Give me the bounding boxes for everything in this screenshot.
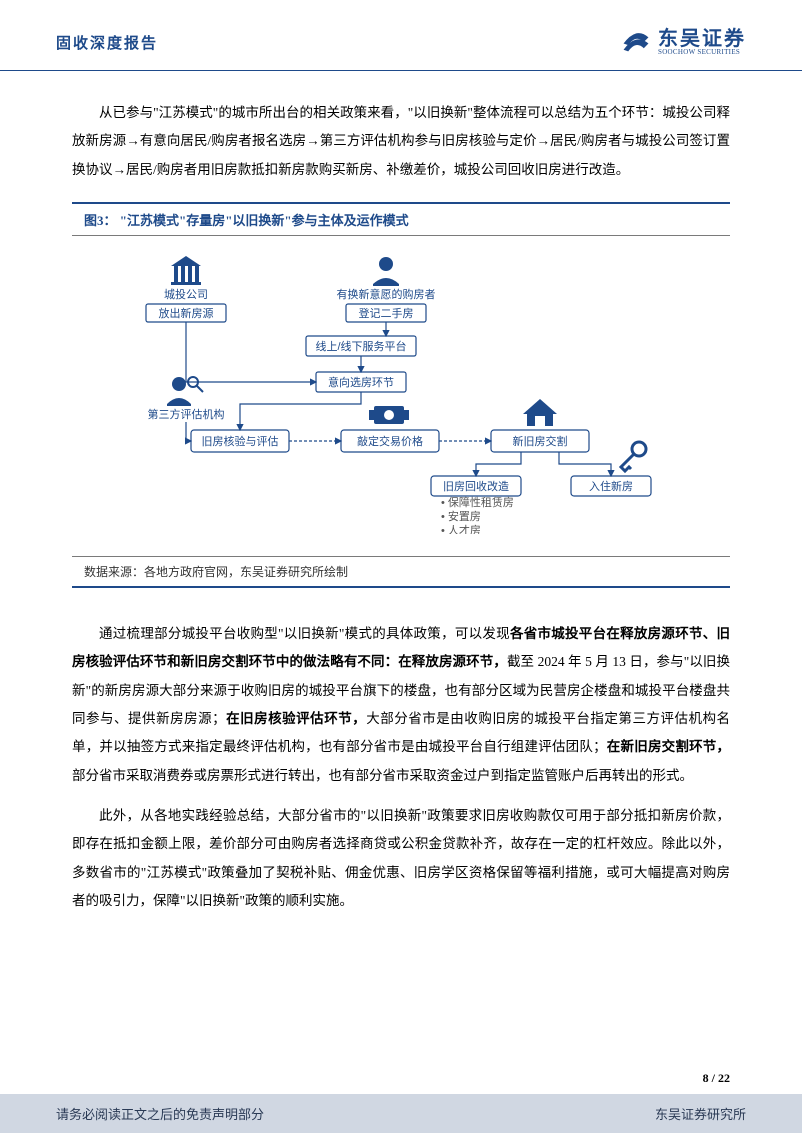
recycle-label: 旧房回收改造 (443, 479, 509, 493)
register-label: 登记二手房 (359, 306, 414, 320)
report-type: 固收深度报告 (56, 32, 158, 53)
intent-label: 意向选房环节 (328, 375, 394, 389)
city-invest-icon (171, 256, 201, 285)
main-content: 从已参与"江苏模式"的城市所出台的相关政策来看，"以旧换新"整体流程可以总结为五… (0, 71, 802, 915)
footer-institute: 东吴证券研究所 (655, 1104, 746, 1123)
platform-label: 线上/线下服务平台 (315, 339, 406, 353)
brand-en: SOOCHOW SECURITIES (658, 49, 746, 56)
logo-icon (620, 28, 652, 56)
page-number: 8 / 22 (0, 1071, 802, 1094)
bullet-2: • 安置房 (441, 509, 481, 523)
release-label: 放出新房源 (159, 306, 214, 320)
house-icon (523, 399, 557, 426)
footer-disclaimer: 请务必阅读正文之后的免责声明部分 (56, 1104, 264, 1123)
bullet-3: • 人才房 (441, 523, 481, 534)
page-footer: 8 / 22 请务必阅读正文之后的免责声明部分 东吴证券研究所 (0, 1071, 802, 1133)
flowchart-svg: 城投公司 放出新房源 有换新意愿的购房者 登记二手房 线上/线下服务平台 意向选… (82, 254, 720, 534)
money-icon (369, 406, 409, 424)
city-invest-label: 城投公司 (164, 287, 208, 301)
buyer-icon (373, 257, 399, 286)
page-header: 固收深度报告 东吴证券 SOOCHOW SECURITIES (0, 0, 802, 71)
movein-label: 入住新房 (589, 479, 633, 493)
paragraph-2: 通过梳理部分城投平台收购型"以旧换新"模式的具体政策，可以发现各省市城投平台在释… (72, 620, 730, 790)
figure-source: 数据来源：各地方政府官网，东吴证券研究所绘制 (72, 557, 730, 588)
paragraph-3: 此外，从各地实践经验总结，大部分省市的"以旧换新"政策要求旧房收购款仅可用于部分… (72, 802, 730, 915)
paragraph-1: 从已参与"江苏模式"的城市所出台的相关政策来看，"以旧换新"整体流程可以总结为五… (72, 99, 730, 184)
evaluator-label: 第三方评估机构 (148, 407, 225, 421)
figure-title-row: 图3： "江苏模式"存量房"以旧换新"参与主体及运作模式 (72, 202, 730, 236)
brand-logo: 东吴证券 SOOCHOW SECURITIES (620, 28, 746, 56)
key-icon (621, 442, 646, 471)
bullet-1: • 保障性租赁房 (441, 495, 514, 509)
brand-cn: 东吴证券 (658, 29, 746, 49)
delivery-label: 新旧房交割 (513, 434, 568, 448)
buyer-label: 有换新意愿的购房者 (337, 287, 436, 301)
figure-3: 城投公司 放出新房源 有换新意愿的购房者 登记二手房 线上/线下服务平台 意向选… (72, 236, 730, 557)
evaluator-icon (167, 377, 203, 406)
price-label: 敲定交易价格 (357, 434, 423, 448)
verify-label: 旧房核验与评估 (202, 434, 279, 448)
figure-label: 图3： "江苏模式"存量房"以旧换新"参与主体及运作模式 (72, 210, 409, 229)
